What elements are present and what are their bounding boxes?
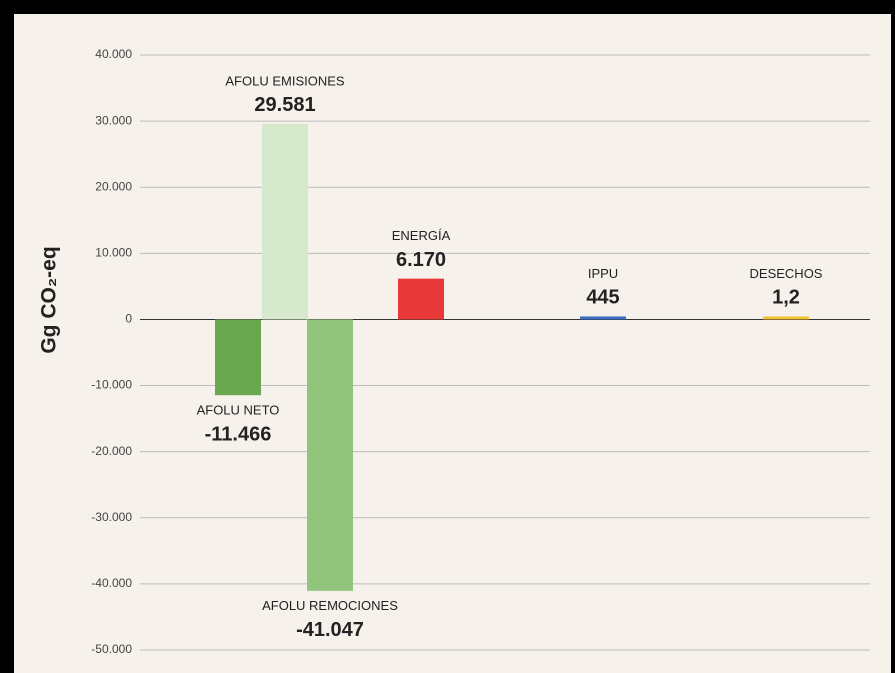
value-label: 29.581 (254, 94, 315, 116)
category-label: DESECHOS (750, 266, 823, 281)
y-tick-label: -40.000 (91, 576, 132, 590)
y-tick-label: 0 (125, 312, 132, 326)
y-tick-label: 20.000 (95, 179, 132, 193)
category-label: AFOLU NETO (197, 403, 280, 418)
plot-background (14, 14, 891, 673)
value-label: -41.047 (296, 619, 364, 641)
y-tick-label: 10.000 (95, 246, 132, 260)
y-tick-label: 30.000 (95, 113, 132, 127)
value-label: 6.170 (396, 249, 446, 271)
value-label: -11.466 (205, 424, 272, 446)
y-axis-label: Gg CO₂-eq (38, 246, 61, 353)
y-tick-label: -50.000 (91, 642, 132, 656)
category-label: ENERGÍA (392, 228, 451, 243)
y-tick-label: -20.000 (91, 444, 132, 458)
category-label: IPPU (588, 266, 618, 281)
value-label: 445 (586, 287, 619, 309)
bar (215, 319, 261, 396)
y-tick-label: -30.000 (91, 510, 132, 524)
bar (580, 316, 626, 320)
bar (307, 319, 353, 591)
y-tick-label: -10.000 (91, 378, 132, 392)
bar (398, 278, 444, 320)
bar (262, 123, 308, 320)
category-label: AFOLU REMOCIONES (262, 598, 398, 613)
category-label: AFOLU EMISIONES (225, 73, 345, 88)
y-tick-label: 40.000 (95, 47, 132, 61)
value-label: 1,2 (772, 287, 800, 309)
bar (763, 316, 809, 320)
